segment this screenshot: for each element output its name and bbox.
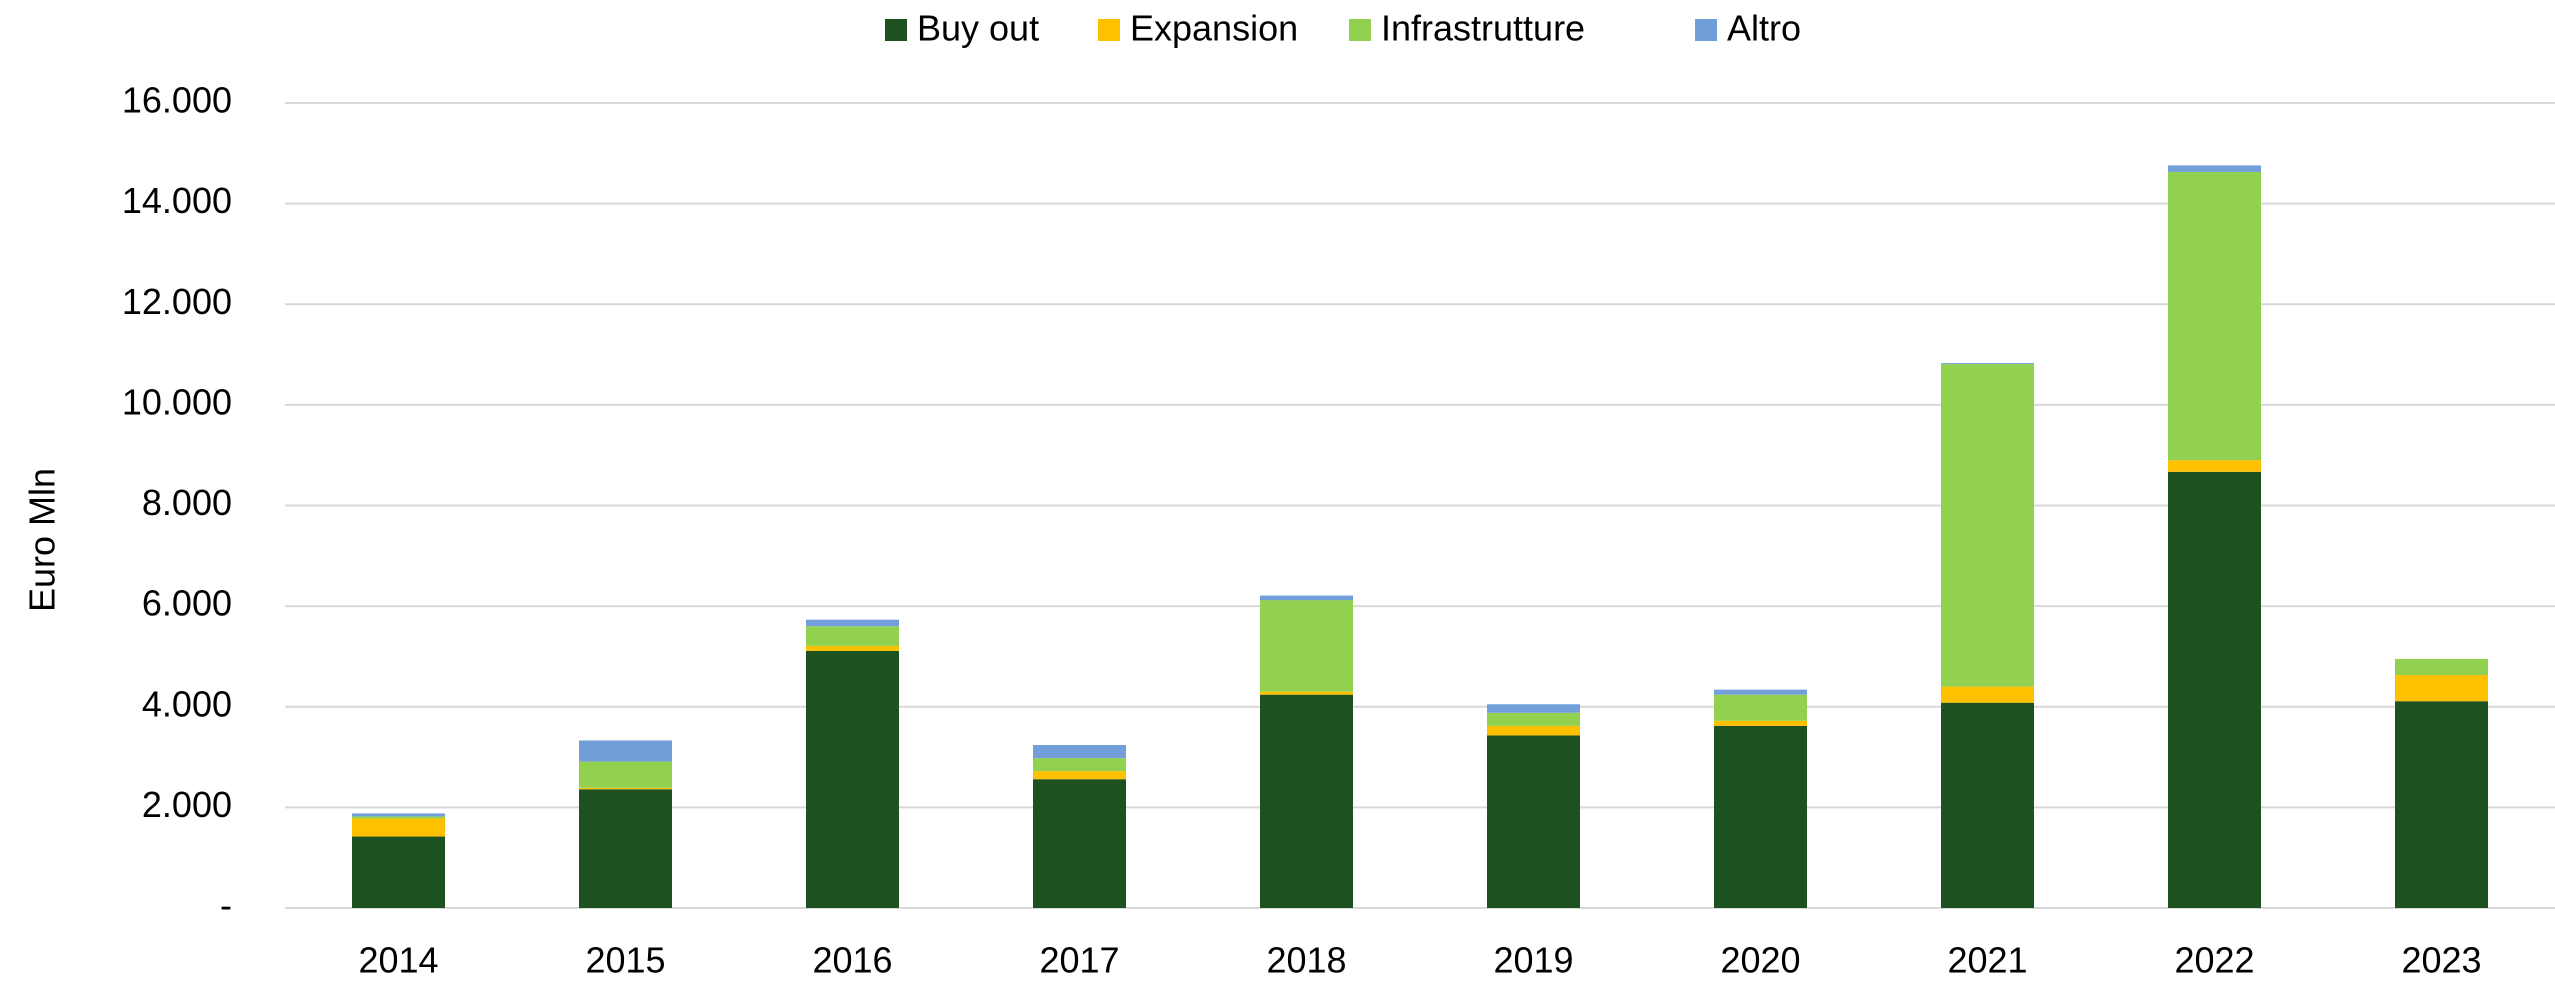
y-tick-label: 2.000 [142,784,232,825]
bar-segment [2168,471,2261,908]
x-tick-label: 2018 [1266,940,1346,981]
x-tick-label: 2022 [2174,940,2254,981]
bar-segment [579,789,672,908]
bar-segment [1487,735,1580,908]
legend-label: Buy out [917,8,1039,49]
x-tick-label: 2014 [358,940,438,981]
bar-segment [1033,744,1126,759]
bar-segment [1033,771,1126,780]
bar-segment [2168,460,2261,472]
bar-segment [1487,712,1580,726]
y-tick-label: 16.000 [122,80,232,121]
bar-segment [579,761,672,788]
bar-segment [1260,694,1353,908]
bar-segment [352,818,445,837]
bar-segment [1941,364,2034,687]
y-tick-label: 10.000 [122,381,232,422]
x-tick-label: 2020 [1720,940,1800,981]
x-tick-label: 2021 [1947,940,2027,981]
bar-segment [1487,725,1580,736]
y-tick-label: 6.000 [142,583,232,624]
bar-segment [2395,675,2488,702]
x-tick-label: 2015 [585,940,665,981]
x-tick-label: 2016 [812,940,892,981]
x-tick-label: 2023 [2401,940,2481,981]
bar-segment [806,645,899,651]
bar-segment [806,626,899,646]
legend-swatch [1098,19,1120,41]
legend-label: Expansion [1130,8,1298,49]
bar-segment [2395,658,2488,676]
y-tick-label: 14.000 [122,180,232,221]
y-tick-label: - [220,885,232,926]
legend-swatch [1695,19,1717,41]
bar-segment [1033,758,1126,772]
legend-swatch [885,19,907,41]
x-tick-label: 2017 [1039,940,1119,981]
y-axis-label: Euro Mln [22,468,63,612]
bar-segment [1941,686,2034,703]
y-tick-label: 12.000 [122,281,232,322]
bar-segment [1714,689,1807,695]
bar-segment [352,813,445,817]
bar-segment [2168,165,2261,172]
bar-segment [1941,363,2034,365]
bar-segment [806,650,899,908]
bar-segment [1714,720,1807,726]
bar-segment [1714,725,1807,908]
legend-label: Altro [1727,8,1801,49]
y-tick-label: 4.000 [142,683,232,724]
legend-label: Infrastrutture [1381,8,1585,49]
bar-segment [352,816,445,819]
bar-segment [1487,704,1580,713]
bar-segment [2395,701,2488,908]
y-tick-label: 8.000 [142,482,232,523]
bar-segment [1260,595,1353,601]
bar-segment [2168,171,2261,461]
bar-segment [1714,694,1807,721]
x-tick-label: 2019 [1493,940,1573,981]
bar-segment [579,787,672,790]
bar-segment [1260,600,1353,692]
bar-segment [352,836,445,908]
bar-segment [579,740,672,762]
bar-segment [806,619,899,627]
bar-segment [1260,691,1353,695]
legend-swatch [1349,19,1371,41]
bar-segment [1941,702,2034,908]
bar-segment [1033,779,1126,908]
